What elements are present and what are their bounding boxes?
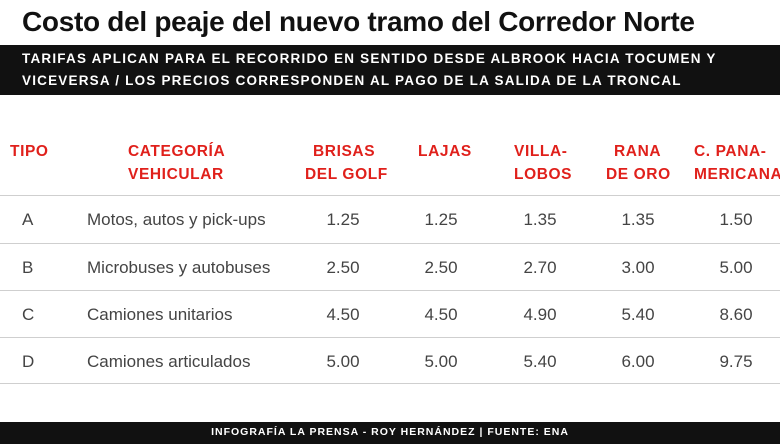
- cell-categoria: Camiones unitarios: [87, 305, 233, 324]
- row-divider: [0, 195, 780, 196]
- cell-panamericana: 1.50: [719, 210, 753, 229]
- cell-rana: 5.40: [621, 305, 655, 324]
- header-panamericana-line-1: C. PANA-: [694, 143, 767, 160]
- header-brisas-line-2: DEL GOLF: [305, 166, 388, 183]
- cell-tipo: A: [22, 210, 34, 229]
- header-categoria-line-1: CATEGORÍA: [128, 143, 226, 160]
- row-divider: [0, 243, 780, 244]
- header-panamericana-line-2: MERICANA: [694, 166, 780, 183]
- header-tipo: TIPO: [10, 140, 49, 163]
- cell-brisas: 5.00: [326, 352, 360, 371]
- cell-lajas: 2.50: [424, 258, 458, 277]
- cell-tipo: D: [22, 352, 35, 371]
- cell-rana: 3.00: [621, 258, 655, 277]
- header-categoria: CATEGORÍA VEHICULAR: [128, 140, 225, 186]
- cell-categoria: Microbuses y autobuses: [87, 258, 271, 277]
- table-row: B Microbuses y autobuses 2.50 2.50 2.70 …: [0, 244, 780, 291]
- cell-lajas: 1.25: [424, 210, 458, 229]
- cell-lajas: 5.00: [424, 352, 458, 371]
- credits: INFOGRAFÍA LA PRENSA - ROY HERNÁNDEZ | F…: [211, 426, 569, 438]
- header-lajas: LAJAS: [418, 140, 472, 163]
- row-divider: [0, 337, 780, 338]
- page-title: Costo del peaje del nuevo tramo del Corr…: [22, 6, 695, 37]
- header-brisas: BRISAS DEL GOLF: [305, 140, 388, 186]
- row-divider: [0, 383, 780, 384]
- subtitle-band: TARIFAS APLICAN PARA EL RECORRIDO EN SEN…: [0, 45, 780, 95]
- header-villalobos-line-2: LOBOS: [514, 166, 573, 183]
- header-tipo-line-1: TIPO: [10, 143, 49, 160]
- cell-brisas: 2.50: [326, 258, 360, 277]
- cell-villalobos: 5.40: [523, 352, 557, 371]
- cell-villalobos: 4.90: [523, 305, 557, 324]
- cell-categoria: Motos, autos y pick-ups: [87, 210, 266, 229]
- cell-villalobos: 2.70: [523, 258, 557, 277]
- header-panamericana: C. PANA- MERICANA: [694, 140, 780, 186]
- header-categoria-line-2: VEHICULAR: [128, 166, 224, 183]
- subtitle-line-2: VICEVERSA / LOS PRECIOS CORRESPONDEN AL …: [22, 73, 682, 88]
- header-rana: RANA DE ORO: [606, 140, 671, 186]
- cell-panamericana: 5.00: [719, 258, 753, 277]
- header-lajas-line-1: LAJAS: [418, 143, 472, 160]
- cell-categoria: Camiones articulados: [87, 352, 251, 371]
- cell-tipo: C: [22, 305, 35, 324]
- header-villalobos-line-1: VILLA-: [514, 143, 568, 160]
- cell-brisas: 4.50: [326, 305, 360, 324]
- table-row: A Motos, autos y pick-ups 1.25 1.25 1.35…: [0, 196, 780, 243]
- header-villalobos: VILLA- LOBOS: [514, 140, 572, 186]
- cell-rana: 6.00: [621, 352, 655, 371]
- cell-rana: 1.35: [621, 210, 655, 229]
- cell-lajas: 4.50: [424, 305, 458, 324]
- cell-villalobos: 1.35: [523, 210, 557, 229]
- header-brisas-line-1: BRISAS: [313, 143, 376, 160]
- header-rana-line-1: RANA: [614, 143, 662, 160]
- cell-panamericana: 9.75: [719, 352, 753, 371]
- table-row: D Camiones articulados 5.00 5.00 5.40 6.…: [0, 338, 780, 385]
- table-row: C Camiones unitarios 4.50 4.50 4.90 5.40…: [0, 291, 780, 338]
- row-divider: [0, 290, 780, 291]
- cell-panamericana: 8.60: [719, 305, 753, 324]
- subtitle-line-1: TARIFAS APLICAN PARA EL RECORRIDO EN SEN…: [22, 51, 717, 66]
- footer-band: INFOGRAFÍA LA PRENSA - ROY HERNÁNDEZ | F…: [0, 422, 780, 444]
- cell-tipo: B: [22, 258, 34, 277]
- header-rana-line-2: DE ORO: [606, 166, 671, 183]
- cell-brisas: 1.25: [326, 210, 360, 229]
